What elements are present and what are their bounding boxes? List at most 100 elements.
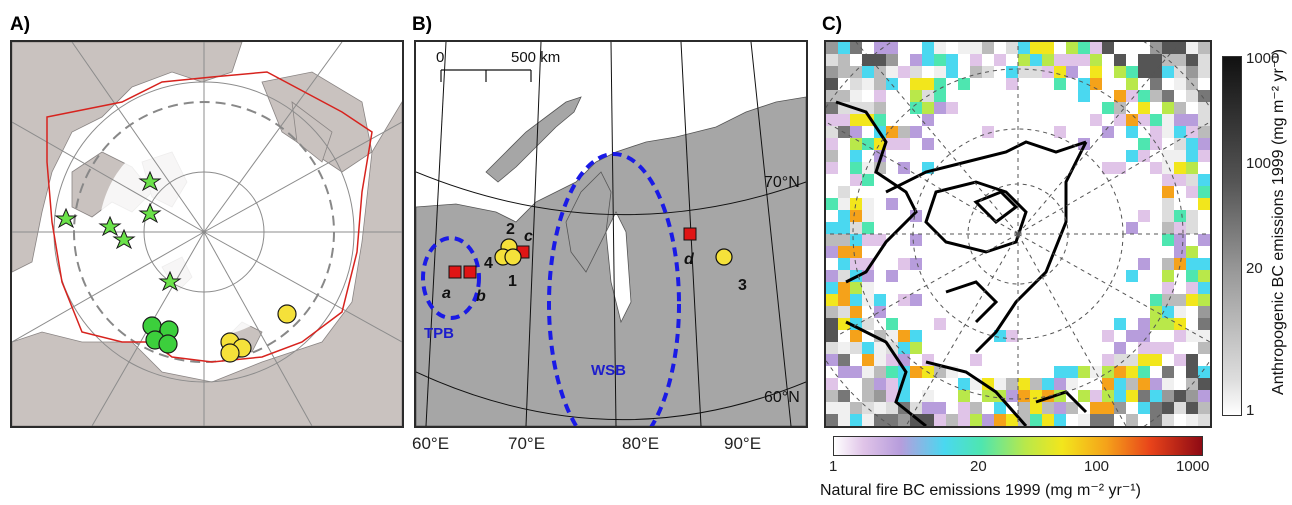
emission-cell	[886, 126, 898, 138]
emission-cell	[850, 162, 862, 174]
emission-cell	[1186, 222, 1198, 234]
scale-distance: 500 km	[511, 49, 560, 66]
emission-cell	[826, 138, 838, 150]
emission-cell	[1006, 42, 1018, 54]
emission-cell	[862, 342, 874, 354]
emission-cell	[850, 222, 862, 234]
emission-cell	[862, 354, 874, 366]
emission-cell	[850, 234, 862, 246]
emission-cell	[1114, 114, 1126, 126]
emission-cell	[1102, 126, 1114, 138]
emission-cell	[1006, 78, 1018, 90]
emission-cell	[1162, 342, 1174, 354]
emission-cell	[1030, 66, 1042, 78]
emission-cell	[886, 66, 898, 78]
emission-cell	[1114, 54, 1126, 66]
emission-cell	[886, 198, 898, 210]
bottom-cb-tick-1: 1	[829, 458, 838, 475]
emission-cell	[982, 126, 994, 138]
panel-c-label: C)	[822, 14, 843, 35]
emission-cell	[958, 414, 970, 426]
emission-cell	[838, 186, 850, 198]
emission-cell	[1030, 42, 1042, 54]
emission-cell	[1066, 366, 1078, 378]
panel-b-map: 70°N 60°N 0 500 km TPB WSB	[414, 40, 808, 428]
emission-cell	[1162, 174, 1174, 186]
emission-cell	[934, 90, 946, 102]
emission-cell	[1006, 378, 1018, 390]
emission-cell	[838, 402, 850, 414]
emission-cell	[862, 66, 874, 78]
emission-cell	[1054, 414, 1066, 426]
emission-cell	[1198, 402, 1210, 414]
emission-cell	[1186, 66, 1198, 78]
emission-cell	[874, 354, 886, 366]
emission-cell	[826, 306, 838, 318]
emission-cell	[1054, 402, 1066, 414]
emission-cell	[970, 42, 982, 54]
basin-label-wsb: WSB	[591, 362, 626, 379]
emission-cell	[862, 222, 874, 234]
lon-label-60: 60°E	[412, 434, 450, 453]
emission-cell	[826, 222, 838, 234]
emission-cell	[886, 378, 898, 390]
emission-cell	[1186, 42, 1198, 54]
emission-cell	[838, 282, 850, 294]
panel-c-map	[824, 40, 1212, 428]
emission-cell	[886, 366, 898, 378]
emission-cell	[1162, 114, 1174, 126]
emission-cell	[1186, 270, 1198, 282]
emission-cell	[922, 414, 934, 426]
emission-cell	[1198, 234, 1210, 246]
emission-cell	[862, 282, 874, 294]
emission-cell	[982, 414, 994, 426]
emission-cell	[1066, 66, 1078, 78]
emission-cell	[1150, 78, 1162, 90]
emission-cell	[862, 198, 874, 210]
emission-cell	[1174, 330, 1186, 342]
lat-label-70: 70°N	[764, 174, 800, 191]
emission-cell	[1090, 402, 1102, 414]
emission-cell	[826, 150, 838, 162]
right-cb-tick-100: 100	[1246, 155, 1272, 172]
emission-cell	[898, 342, 910, 354]
emission-cell	[1186, 282, 1198, 294]
emission-cell	[1186, 366, 1198, 378]
right-colorbar-title: Anthropogenic BC emissions 1999 (mg m⁻² …	[1270, 49, 1287, 395]
emission-cell	[1198, 66, 1210, 78]
emission-cell	[838, 306, 850, 318]
lon-label-80: 80°E	[622, 434, 660, 453]
emission-cell	[1174, 222, 1186, 234]
panel-a-map	[10, 40, 404, 428]
emission-cell	[850, 414, 862, 426]
emission-cell	[826, 342, 838, 354]
yellow-site-markers	[220, 304, 297, 363]
emission-cell	[826, 126, 838, 138]
emission-cell	[1138, 354, 1150, 366]
emission-cell	[826, 330, 838, 342]
emission-cell	[1066, 42, 1078, 54]
emission-cell	[838, 366, 850, 378]
site-label-4: 4	[484, 255, 493, 272]
emission-cell	[1138, 114, 1150, 126]
coastlines	[835, 100, 1088, 426]
emission-cell	[1102, 378, 1114, 390]
emission-cell	[1114, 342, 1126, 354]
emission-cell	[1198, 138, 1210, 150]
emission-cell	[886, 42, 898, 54]
emission-cell	[946, 54, 958, 66]
emission-cell	[1126, 354, 1138, 366]
emission-cell	[1162, 222, 1174, 234]
emission-cell	[1102, 162, 1114, 174]
emission-cell	[1102, 102, 1114, 114]
graticule-c	[826, 42, 1210, 426]
emission-cell	[1114, 354, 1126, 366]
emission-cell	[874, 102, 886, 114]
emission-cell	[874, 54, 886, 66]
emission-cell	[898, 126, 910, 138]
emission-cell	[838, 354, 850, 366]
site-label-d: d	[684, 251, 695, 268]
emission-cell	[1174, 210, 1186, 222]
emission-cell	[1126, 78, 1138, 90]
emission-cell	[1174, 294, 1186, 306]
